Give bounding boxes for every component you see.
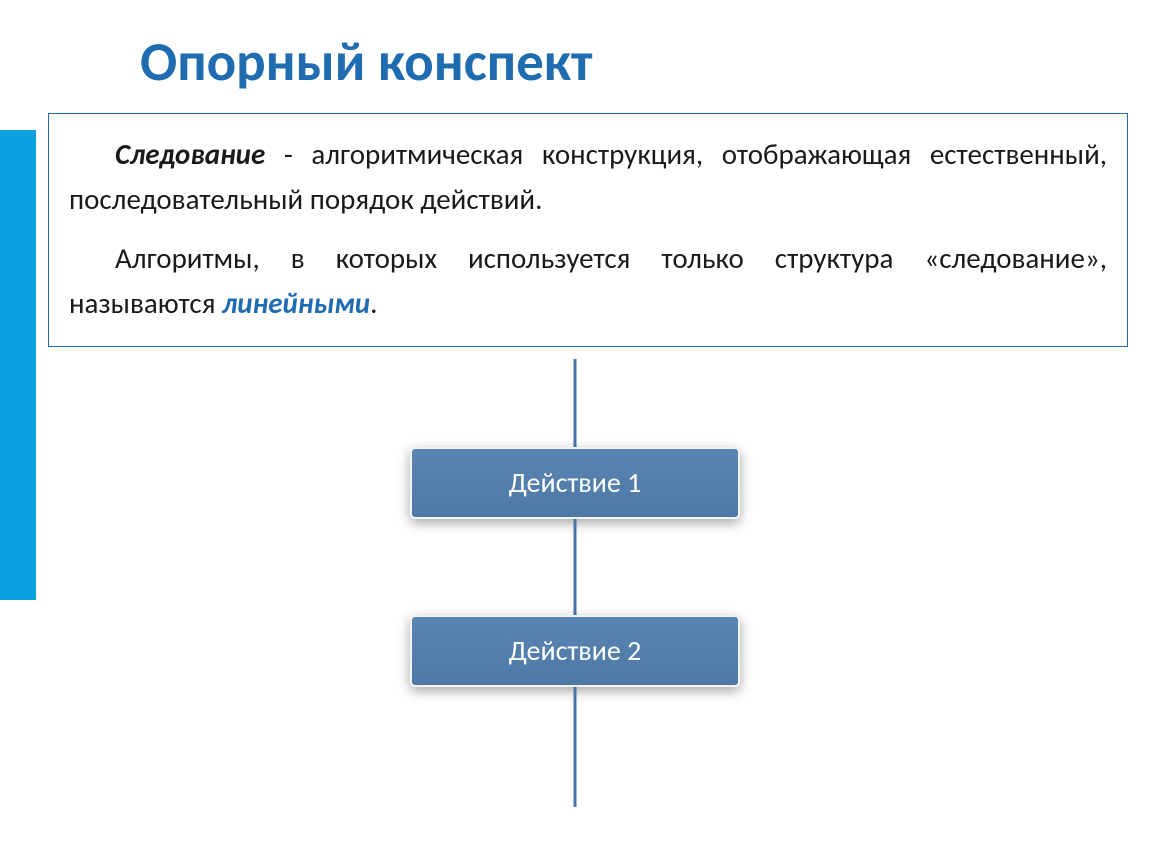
definition-p2-post: .	[370, 285, 377, 321]
flow-connector	[574, 359, 577, 449]
definition-paragraph-1: Следование - алгоритмическая конструкция…	[69, 132, 1107, 222]
slide-title: Опорный конспект	[0, 0, 1150, 113]
flow-connector	[574, 687, 577, 807]
definition-paragraph-2: Алгоритмы, в которых используется только…	[69, 236, 1107, 326]
slide-content: Опорный конспект Следование - алгоритмич…	[0, 0, 1150, 807]
definition-box: Следование - алгоритмическая конструкция…	[48, 113, 1128, 347]
flow-node-1: Действие 1	[410, 447, 740, 519]
flow-node-2: Действие 2	[410, 615, 740, 687]
flowchart: Действие 1 Действие 2	[0, 347, 1150, 807]
definition-term: Следование	[115, 136, 265, 172]
flow-connector	[574, 519, 577, 617]
linear-term: линейными	[222, 285, 370, 321]
